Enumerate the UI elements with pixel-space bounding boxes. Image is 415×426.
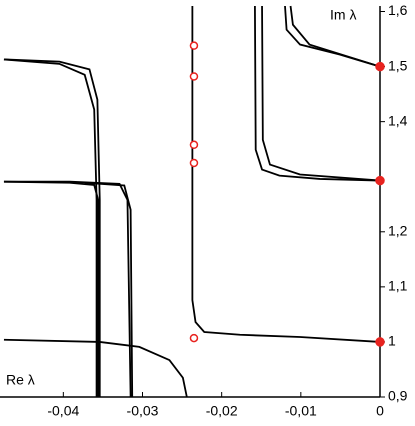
y-tick-label: 1,1: [388, 278, 408, 294]
open-point: [189, 41, 199, 50]
curve: [84, 181, 134, 398]
curve: [3, 58, 98, 397]
curve: [289, 5, 381, 68]
filled-point: [375, 61, 385, 72]
curve: [3, 58, 101, 397]
x-tick-label: -0,03: [127, 403, 159, 419]
open-point: [189, 333, 199, 343]
y-axis-label: Im λ: [330, 7, 356, 23]
y-tick-label: 1,2: [388, 222, 408, 238]
y-tick-label: 1: [388, 333, 396, 349]
curve: [191, 6, 381, 343]
x-tick-label: -0,02: [206, 403, 238, 419]
filled-point: [375, 337, 385, 347]
filled-point: [375, 175, 385, 186]
x-axis-label: Re λ: [6, 372, 35, 388]
curve: [3, 338, 188, 398]
y-tick-label: 1,5: [388, 57, 408, 73]
y-tick-label: 1,6: [388, 2, 408, 18]
curve: [3, 180, 132, 398]
x-tick-label: 0: [376, 403, 384, 419]
curve: [261, 5, 381, 182]
curve: [3, 180, 100, 397]
open-point: [189, 72, 199, 81]
y-tick-label: 1,4: [388, 112, 408, 128]
y-tick-label: 0,9: [388, 388, 408, 404]
x-tick-label: -0,04: [47, 403, 79, 419]
curve: [254, 5, 381, 182]
x-tick-label: -0,01: [285, 403, 317, 419]
open-point: [189, 140, 199, 150]
open-point: [189, 158, 199, 168]
